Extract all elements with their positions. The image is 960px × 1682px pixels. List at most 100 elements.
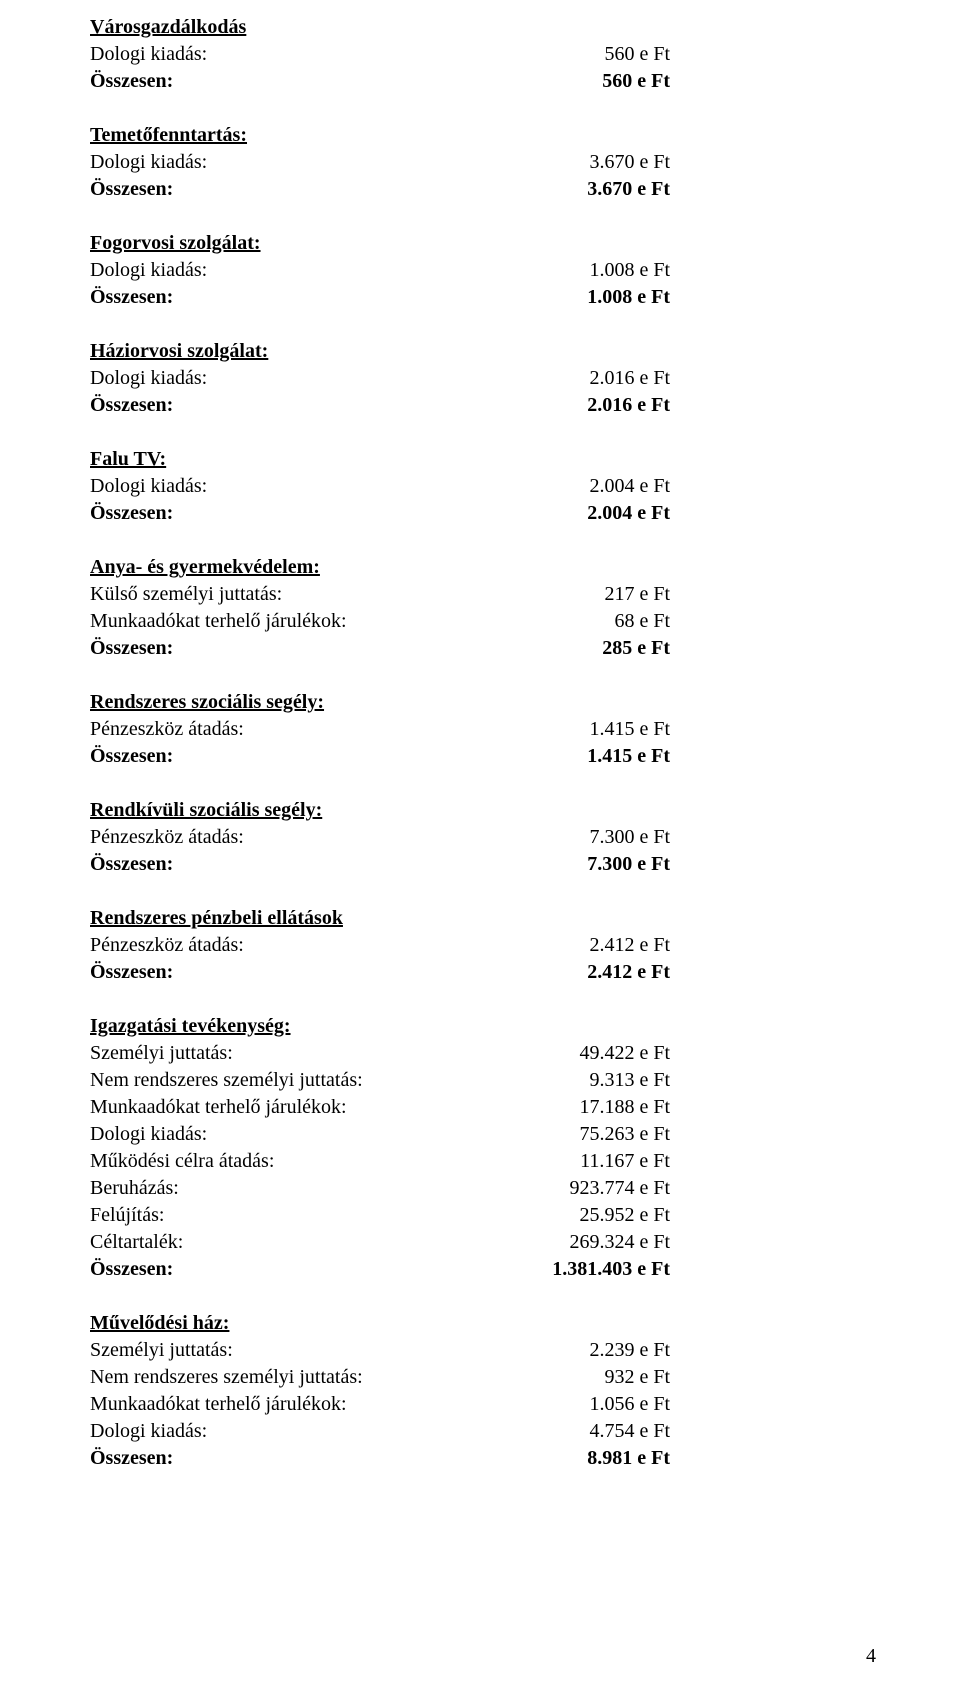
line-value: 75.263 e Ft <box>480 1121 670 1148</box>
line-label: Dologi kiadás: <box>90 41 480 68</box>
total-label: Összesen: <box>90 68 480 95</box>
section-title-text: Falu TV: <box>90 446 480 473</box>
line-label: Dologi kiadás: <box>90 257 480 284</box>
total-row: Összesen: 8.981 e Ft <box>90 1445 876 1472</box>
line-label: Beruházás: <box>90 1175 480 1202</box>
line-value: 3.670 e Ft <box>480 149 670 176</box>
section-title: Rendszeres pénzbeli ellátások <box>90 905 876 932</box>
section-title: Rendszeres szociális segély: <box>90 689 876 716</box>
spacer <box>90 311 876 338</box>
line-label: Külső személyi juttatás: <box>90 581 480 608</box>
total-label: Összesen: <box>90 284 480 311</box>
line-label: Nem rendszeres személyi juttatás: <box>90 1364 480 1391</box>
line-value: 1.415 e Ft <box>480 716 670 743</box>
total-value: 1.415 e Ft <box>480 743 670 770</box>
line-value: 1.056 e Ft <box>480 1391 670 1418</box>
line-label: Személyi juttatás: <box>90 1040 480 1067</box>
total-value: 1.008 e Ft <box>480 284 670 311</box>
total-value: 7.300 e Ft <box>480 851 670 878</box>
spacer <box>90 527 876 554</box>
line-value: 932 e Ft <box>480 1364 670 1391</box>
total-row: Összesen: 560 e Ft <box>90 68 876 95</box>
line-value: 17.188 e Ft <box>480 1094 670 1121</box>
line-item: Dologi kiadás: 3.670 e Ft <box>90 149 876 176</box>
section-title: Anya- és gyermekvédelem: <box>90 554 876 581</box>
line-value: 2.004 e Ft <box>480 473 670 500</box>
line-item: Beruházás: 923.774 e Ft <box>90 1175 876 1202</box>
total-row: Összesen: 7.300 e Ft <box>90 851 876 878</box>
line-label: Személyi juttatás: <box>90 1337 480 1364</box>
total-value: 560 e Ft <box>480 68 670 95</box>
line-label: Munkaadókat terhelő járulékok: <box>90 1094 480 1121</box>
line-value: 217 e Ft <box>480 581 670 608</box>
section-title-text: Temetőfenntartás: <box>90 122 480 149</box>
total-value: 2.016 e Ft <box>480 392 670 419</box>
total-label: Összesen: <box>90 959 480 986</box>
section-title-text: Rendszeres pénzbeli ellátások <box>90 905 480 932</box>
line-label: Dologi kiadás: <box>90 365 480 392</box>
total-value: 2.004 e Ft <box>480 500 670 527</box>
line-label: Dologi kiadás: <box>90 1418 480 1445</box>
line-label: Munkaadókat terhelő járulékok: <box>90 1391 480 1418</box>
line-label: Dologi kiadás: <box>90 473 480 500</box>
section-title: Háziorvosi szolgálat: <box>90 338 876 365</box>
section-title-text: Rendkívüli szociális segély: <box>90 797 480 824</box>
line-value: 9.313 e Ft <box>480 1067 670 1094</box>
line-value: 4.754 e Ft <box>480 1418 670 1445</box>
total-row: Összesen: 2.016 e Ft <box>90 392 876 419</box>
line-item: Dologi kiadás: 2.004 e Ft <box>90 473 876 500</box>
section-title-text: Háziorvosi szolgálat: <box>90 338 480 365</box>
line-label: Pénzeszköz átadás: <box>90 932 480 959</box>
line-item: Pénzeszköz átadás: 7.300 e Ft <box>90 824 876 851</box>
line-value: 25.952 e Ft <box>480 1202 670 1229</box>
line-value: 68 e Ft <box>480 608 670 635</box>
line-value: 2.412 e Ft <box>480 932 670 959</box>
line-item: Nem rendszeres személyi juttatás: 932 e … <box>90 1364 876 1391</box>
line-label: Pénzeszköz átadás: <box>90 824 480 851</box>
total-value: 2.412 e Ft <box>480 959 670 986</box>
line-item: Dologi kiadás: 1.008 e Ft <box>90 257 876 284</box>
total-value: 1.381.403 e Ft <box>480 1256 670 1283</box>
section-title: Fogorvosi szolgálat: <box>90 230 876 257</box>
section-title-text: Anya- és gyermekvédelem: <box>90 554 480 581</box>
line-item: Dologi kiadás: 560 e Ft <box>90 41 876 68</box>
spacer <box>90 419 876 446</box>
total-row: Összesen: 1.381.403 e Ft <box>90 1256 876 1283</box>
line-value: 49.422 e Ft <box>480 1040 670 1067</box>
line-item: Személyi juttatás: 2.239 e Ft <box>90 1337 876 1364</box>
line-label: Nem rendszeres személyi juttatás: <box>90 1067 480 1094</box>
line-item: Munkaadókat terhelő járulékok: 17.188 e … <box>90 1094 876 1121</box>
line-label: Dologi kiadás: <box>90 149 480 176</box>
total-value: 3.670 e Ft <box>480 176 670 203</box>
total-row: Összesen: 1.415 e Ft <box>90 743 876 770</box>
line-value: 269.324 e Ft <box>480 1229 670 1256</box>
line-value: 2.239 e Ft <box>480 1337 670 1364</box>
total-label: Összesen: <box>90 635 480 662</box>
total-row: Összesen: 2.004 e Ft <box>90 500 876 527</box>
total-value: 285 e Ft <box>480 635 670 662</box>
line-item: Pénzeszköz átadás: 1.415 e Ft <box>90 716 876 743</box>
line-label: Munkaadókat terhelő járulékok: <box>90 608 480 635</box>
section-title: Igazgatási tevékenység: <box>90 1013 876 1040</box>
line-item: Dologi kiadás: 75.263 e Ft <box>90 1121 876 1148</box>
line-item: Személyi juttatás: 49.422 e Ft <box>90 1040 876 1067</box>
section-title: Rendkívüli szociális segély: <box>90 797 876 824</box>
line-item: Nem rendszeres személyi juttatás: 9.313 … <box>90 1067 876 1094</box>
total-label: Összesen: <box>90 1256 480 1283</box>
line-value: 923.774 e Ft <box>480 1175 670 1202</box>
line-value: 2.016 e Ft <box>480 365 670 392</box>
spacer <box>90 95 876 122</box>
spacer <box>90 662 876 689</box>
total-label: Összesen: <box>90 851 480 878</box>
total-row: Összesen: 285 e Ft <box>90 635 876 662</box>
page-number: 4 <box>866 1645 876 1668</box>
total-label: Összesen: <box>90 1445 480 1472</box>
line-item: Felújítás: 25.952 e Ft <box>90 1202 876 1229</box>
total-label: Összesen: <box>90 743 480 770</box>
document-page: Városgazdálkodás Dologi kiadás: 560 e Ft… <box>0 0 960 1682</box>
line-item: Dologi kiadás: 2.016 e Ft <box>90 365 876 392</box>
line-item: Céltartalék: 269.324 e Ft <box>90 1229 876 1256</box>
total-label: Összesen: <box>90 176 480 203</box>
line-label: Pénzeszköz átadás: <box>90 716 480 743</box>
spacer <box>90 1283 876 1310</box>
